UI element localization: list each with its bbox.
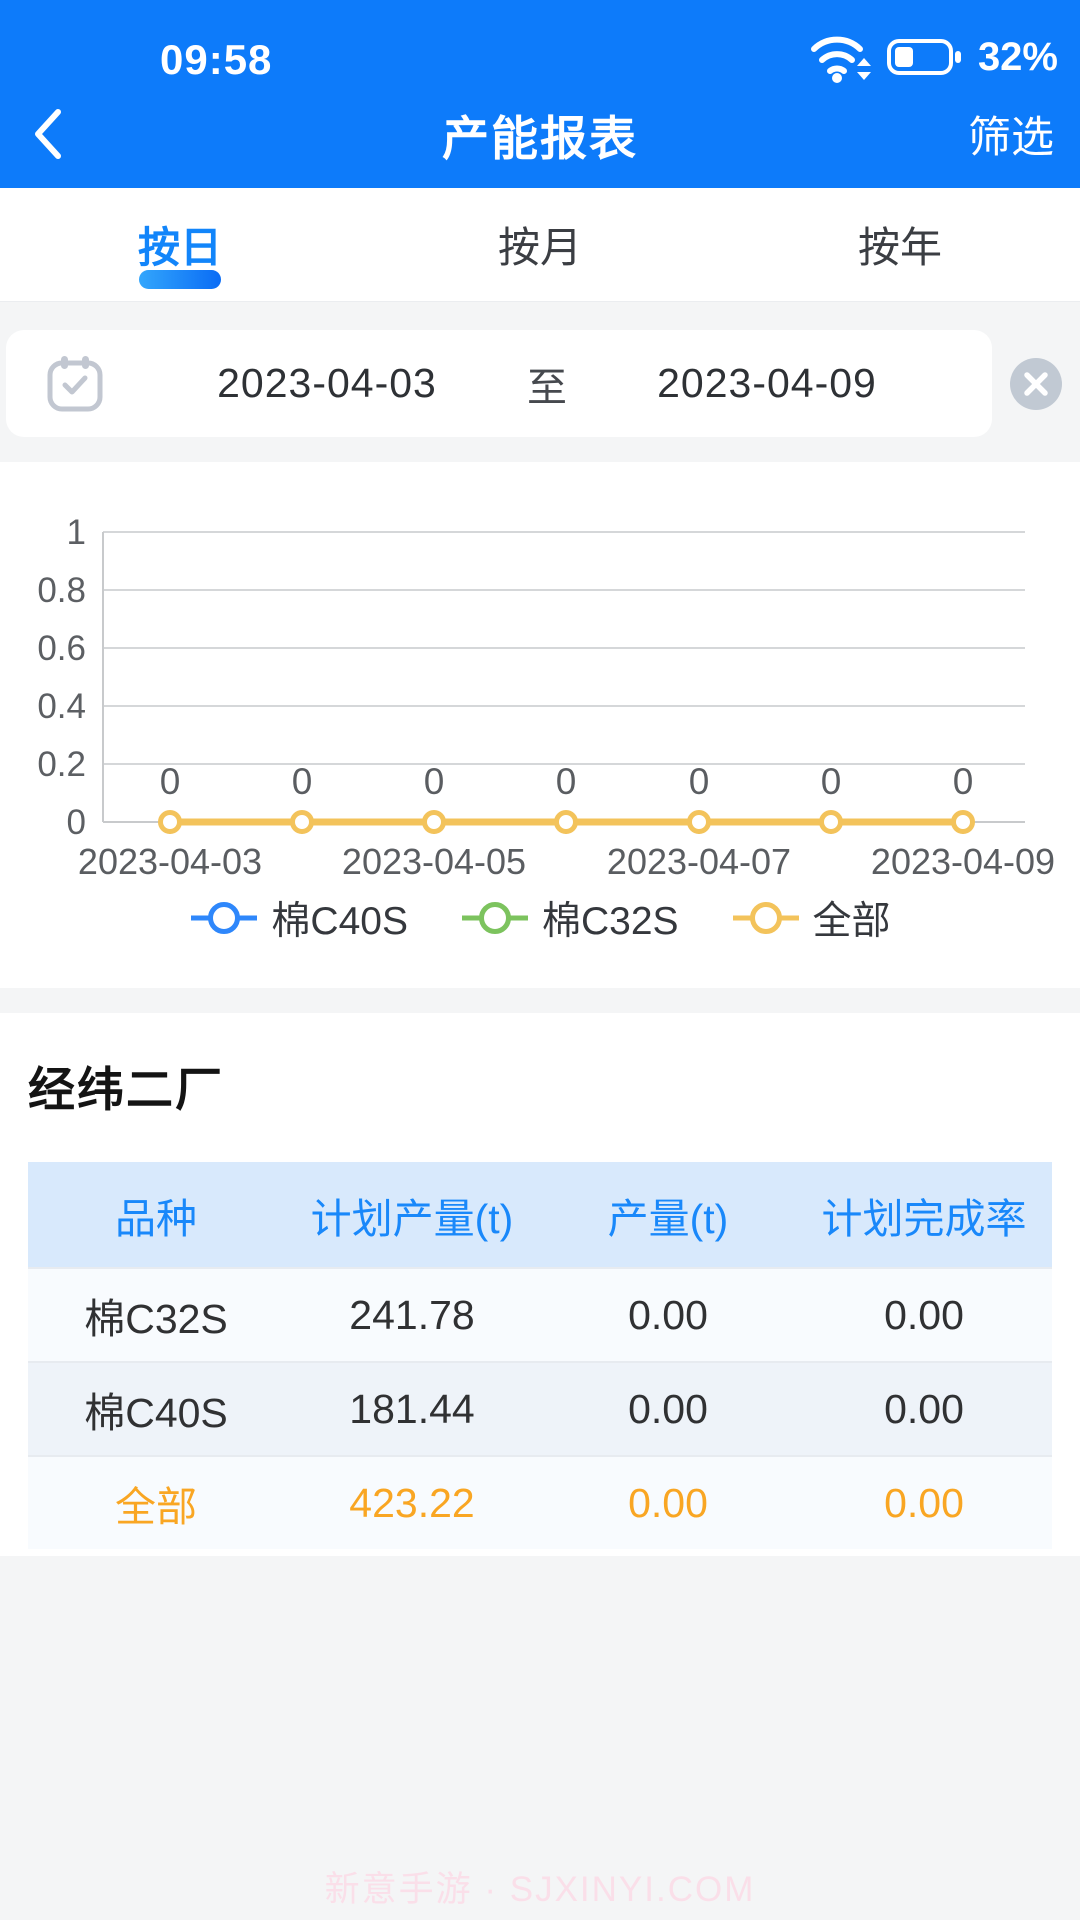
tab-by-year[interactable]: 按年	[720, 188, 1080, 301]
clear-date-button[interactable]	[1010, 357, 1062, 410]
wifi-icon	[810, 36, 871, 83]
series-markers-total	[158, 810, 975, 834]
legend-label: 全部	[812, 900, 891, 943]
status-icons: 32%	[808, 30, 1058, 84]
spacer	[0, 302, 1080, 330]
battery-percent: 32%	[977, 34, 1058, 79]
cell-completion-rate: 0.00	[884, 1291, 964, 1338]
svg-text:2023-04-07: 2023-04-07	[607, 841, 791, 882]
cell-output: 0.00	[628, 1291, 708, 1338]
svg-text:0.2: 0.2	[37, 745, 86, 784]
calendar-icon-wrap	[42, 351, 142, 417]
page-title: 产能报表	[442, 111, 638, 165]
spacer	[0, 988, 1080, 1013]
col-header-variety: 品种	[115, 1195, 197, 1242]
x-axis-labels: 2023-04-03 2023-04-05 2023-04-07 2023-04…	[78, 841, 1055, 882]
cell-variety: 全部	[115, 1484, 197, 1530]
nav-right: 筛选	[894, 103, 1054, 165]
watermark-text: 新意手游 · SJXINYI.COM	[324, 1870, 756, 1909]
svg-text:0: 0	[67, 803, 86, 842]
filter-button[interactable]: 筛选	[968, 114, 1054, 162]
tab-by-day-label: 按日	[137, 224, 222, 271]
cell-variety: 棉C40S	[84, 1390, 228, 1436]
table-header-row: 品种 计划产量(t) 产量(t) 计划完成率	[28, 1162, 1052, 1267]
svg-text:0: 0	[160, 761, 181, 802]
svg-text:0.8: 0.8	[37, 571, 86, 610]
col-header-output: 产量(t)	[607, 1195, 729, 1242]
table-row[interactable]: 棉C32S 241.78 0.00 0.00	[28, 1267, 1052, 1361]
nav-bar: 产能报表 筛选	[0, 90, 1080, 188]
svg-text:0: 0	[689, 761, 710, 802]
header-block: 09:58 32%	[0, 0, 1080, 188]
svg-text:2023-04-05: 2023-04-05	[342, 841, 526, 882]
table-row-total[interactable]: 全部 423.22 0.00 0.00	[28, 1455, 1052, 1549]
legend-item-c32s[interactable]: 棉C32S	[460, 890, 679, 946]
legend-label: 棉C40S	[271, 900, 408, 943]
tab-by-year-label: 按年	[857, 224, 942, 271]
cell-planned-output: 241.78	[349, 1291, 475, 1338]
svg-text:0: 0	[953, 761, 974, 802]
date-separator: 至	[527, 365, 567, 410]
tab-by-month-label: 按月	[497, 224, 582, 271]
svg-text:0.6: 0.6	[37, 629, 86, 668]
nav-left	[26, 105, 186, 163]
cell-planned-output: 423.22	[349, 1479, 475, 1526]
chart-legend: 棉C40S 棉C32S 全部	[0, 886, 1080, 950]
status-bar: 09:58 32%	[0, 0, 1080, 90]
factory-title: 经纬二厂	[28, 1063, 224, 1116]
status-time: 09:58	[160, 36, 273, 83]
svg-text:0: 0	[292, 761, 313, 802]
legend-item-c40s[interactable]: 棉C40S	[189, 890, 408, 946]
col-header-completion-rate: 计划完成率	[821, 1195, 1027, 1242]
capacity-chart-card: 1 0.8 0.6 0.4 0.2 0 0 0 0 0 0	[0, 462, 1080, 988]
cell-output: 0.00	[628, 1479, 708, 1526]
col-header-planned-output: 计划产量(t)	[310, 1195, 514, 1242]
svg-text:0.4: 0.4	[37, 687, 86, 726]
line-chart: 1 0.8 0.6 0.4 0.2 0 0 0 0 0 0	[37, 513, 1055, 882]
legend-marker-total	[732, 902, 799, 934]
date-end[interactable]: 2023-04-09	[657, 360, 877, 406]
svg-text:0: 0	[821, 761, 842, 802]
cell-completion-rate: 0.00	[884, 1479, 964, 1526]
capacity-table: 品种 计划产量(t) 产量(t) 计划完成率 棉C32S 241.78 0.00…	[28, 1162, 1052, 1549]
back-icon[interactable]	[26, 105, 70, 163]
legend-marker-c40s	[191, 902, 258, 934]
spacer	[0, 437, 1080, 462]
date-range-bar: 2023-04-03 至 2023-04-09	[0, 330, 1080, 437]
period-tabs: 按日 按月 按年	[0, 188, 1080, 302]
legend-marker-c32s	[461, 902, 528, 934]
cell-completion-rate: 0.00	[884, 1385, 964, 1432]
cell-variety: 棉C32S	[84, 1296, 228, 1342]
svg-text:2023-04-09: 2023-04-09	[871, 841, 1055, 882]
svg-text:0: 0	[424, 761, 445, 802]
active-tab-indicator	[139, 270, 221, 289]
legend-item-total[interactable]: 全部	[731, 890, 891, 946]
cell-planned-output: 181.44	[349, 1385, 475, 1432]
legend-label: 棉C32S	[541, 900, 679, 943]
battery-icon	[886, 39, 961, 75]
footer-area: 新意手游 · SJXINYI.COM	[0, 1556, 1080, 1920]
cell-output: 0.00	[628, 1385, 708, 1432]
svg-text:2023-04-03: 2023-04-03	[78, 841, 262, 882]
y-axis-labels: 1 0.8 0.6 0.4 0.2 0	[37, 513, 86, 842]
calendar-icon	[47, 355, 103, 411]
table-row[interactable]: 棉C40S 181.44 0.00 0.00	[28, 1361, 1052, 1455]
svg-text:0: 0	[556, 761, 577, 802]
factory-report-card: 经纬二厂 品种 计划产量(t) 产量(t) 计划完成率 棉C32S 241.78…	[0, 1013, 1080, 1556]
point-value-labels: 0 0 0 0 0 0 0	[160, 761, 974, 802]
date-start[interactable]: 2023-04-03	[217, 360, 437, 406]
tab-by-day[interactable]: 按日	[0, 188, 360, 301]
svg-text:1: 1	[67, 513, 86, 552]
tab-by-month[interactable]: 按月	[360, 188, 720, 301]
close-icon	[1024, 371, 1048, 396]
date-range-card[interactable]: 2023-04-03 至 2023-04-09	[6, 330, 992, 437]
